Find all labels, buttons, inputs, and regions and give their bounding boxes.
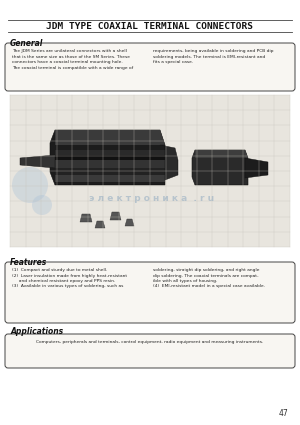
Circle shape xyxy=(12,167,48,203)
Text: General: General xyxy=(10,39,43,48)
Text: э л е к т р о н и к а  . r u: э л е к т р о н и к а . r u xyxy=(89,193,214,202)
Polygon shape xyxy=(195,150,248,158)
Polygon shape xyxy=(50,130,165,185)
Polygon shape xyxy=(95,221,105,228)
Polygon shape xyxy=(160,145,178,180)
Bar xyxy=(55,175,165,182)
Polygon shape xyxy=(80,214,92,222)
Bar xyxy=(55,160,165,168)
FancyBboxPatch shape xyxy=(5,334,295,368)
Text: Applications: Applications xyxy=(10,327,63,336)
Bar xyxy=(10,95,290,247)
FancyBboxPatch shape xyxy=(5,262,295,323)
Text: Computers, peripherals and terminals, control equipment, radio equipment and mea: Computers, peripherals and terminals, co… xyxy=(36,340,264,344)
Bar xyxy=(55,150,165,155)
Circle shape xyxy=(32,195,52,215)
Polygon shape xyxy=(55,130,165,145)
Polygon shape xyxy=(192,150,248,185)
Polygon shape xyxy=(125,219,134,226)
Text: soldering, straight dip soldering, and right angle
dip soldering. The coaxial te: soldering, straight dip soldering, and r… xyxy=(153,268,265,289)
Bar xyxy=(55,168,165,175)
Bar xyxy=(55,155,165,160)
Text: (1)  Compact and sturdy due to metal shell.
(2)  Laser insulation made from high: (1) Compact and sturdy due to metal shel… xyxy=(12,268,127,289)
Polygon shape xyxy=(20,155,55,168)
Polygon shape xyxy=(110,212,121,220)
Text: JDM TYPE COAXIAL TERMINAL CONNECTORS: JDM TYPE COAXIAL TERMINAL CONNECTORS xyxy=(46,22,253,31)
Text: Features: Features xyxy=(10,258,47,267)
FancyBboxPatch shape xyxy=(5,43,295,91)
Text: 47: 47 xyxy=(278,409,288,418)
Polygon shape xyxy=(245,158,268,178)
Text: The JDM Series are unilateral connectors with a shell
that is the same size as t: The JDM Series are unilateral connectors… xyxy=(12,49,133,70)
Text: requirements, being available in soldering and PCB dip
soldering models. The ter: requirements, being available in solderi… xyxy=(153,49,274,64)
